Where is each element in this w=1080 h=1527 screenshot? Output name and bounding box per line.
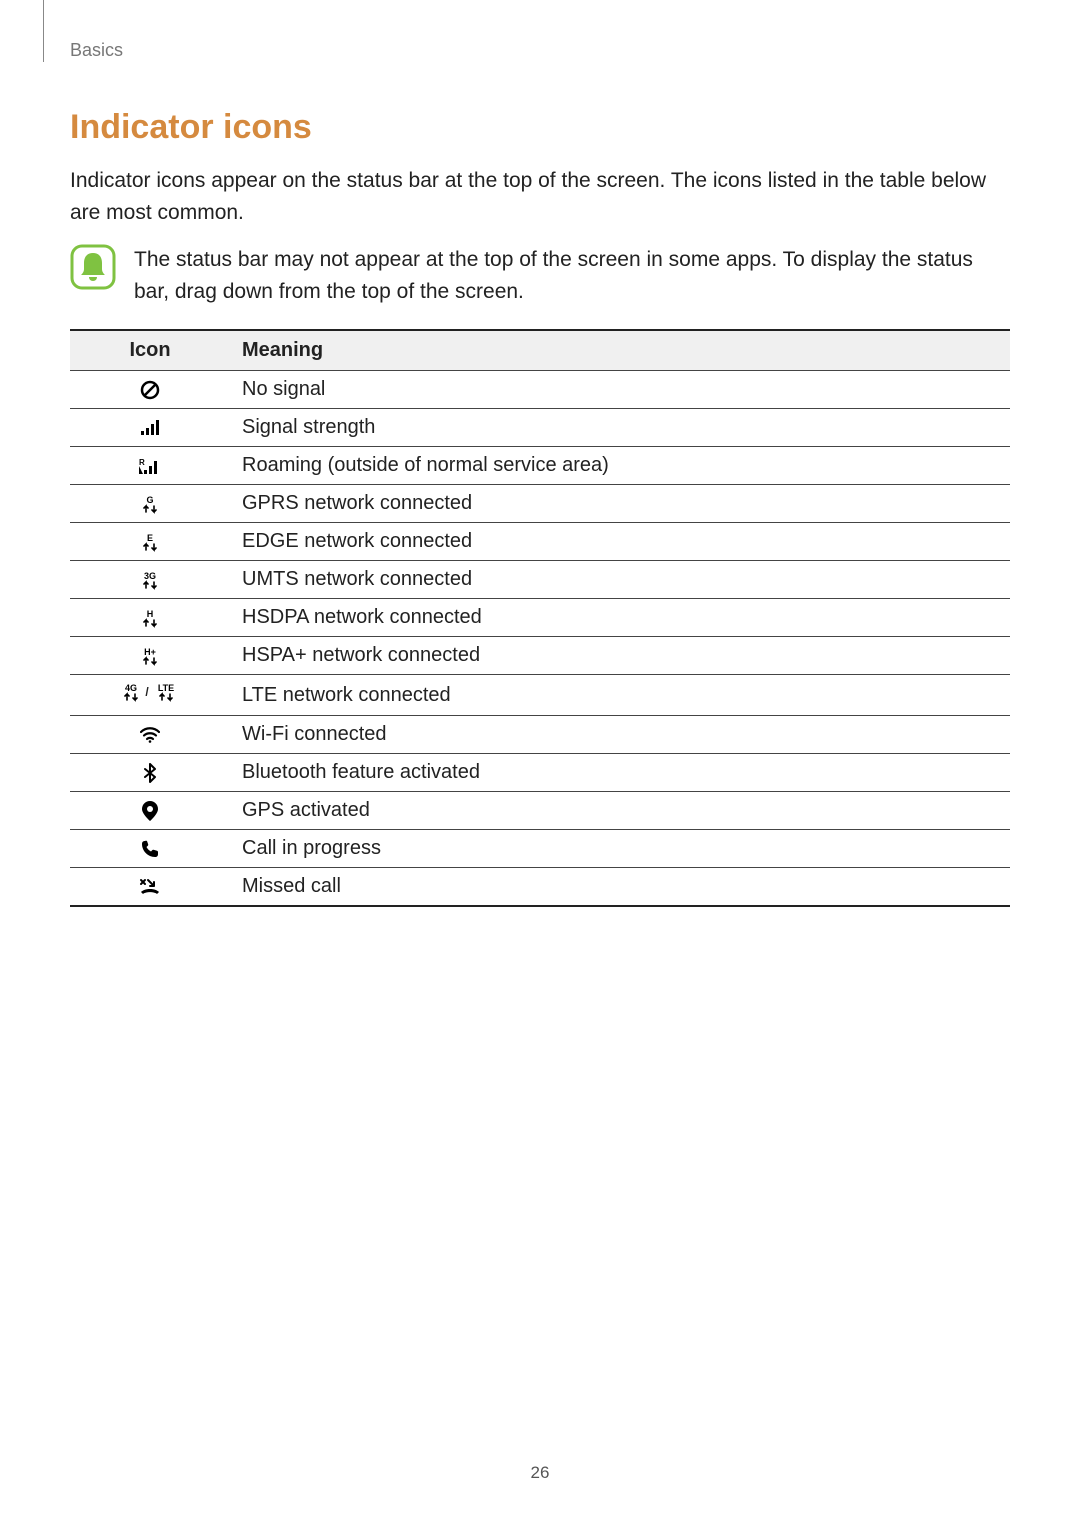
icon-meaning: HSDPA network connected [230,599,1010,637]
gps-icon [70,792,230,830]
lte-icon: 4G / LTE [70,675,230,716]
svg-text:E: E [147,533,153,543]
bluetooth-icon [70,754,230,792]
note-block: The status bar may not appear at the top… [70,244,1010,307]
table-row: E EDGE network connected [70,523,1010,561]
icon-meaning: Wi-Fi connected [230,716,1010,754]
page-content: Indicator icons Indicator icons appear o… [70,108,1010,907]
table-row: H HSDPA network connected [70,599,1010,637]
icon-meaning: Call in progress [230,830,1010,868]
table-row: H+ HSPA+ network connected [70,637,1010,675]
svg-text:3G: 3G [144,571,156,581]
umts-icon: 3G [70,561,230,599]
icon-meaning: Roaming (outside of normal service area) [230,447,1010,485]
svg-text:H: H [147,609,154,619]
col-header-meaning: Meaning [230,330,1010,371]
svg-text:LTE: LTE [158,683,174,693]
icon-meaning: Missed call [230,868,1010,907]
note-text: The status bar may not appear at the top… [134,244,1010,307]
icon-meaning: Bluetooth feature activated [230,754,1010,792]
call-icon [70,830,230,868]
table-row: Bluetooth feature activated [70,754,1010,792]
note-bell-icon [70,244,116,290]
wifi-icon [70,716,230,754]
missed-call-icon [70,868,230,907]
icon-meaning: No signal [230,371,1010,409]
table-row: 4G / LTELTE network connected [70,675,1010,716]
svg-text:G: G [146,495,153,505]
svg-text:4G: 4G [125,683,137,693]
table-header-row: Icon Meaning [70,330,1010,371]
manual-page: Basics Indicator icons Indicator icons a… [0,0,1080,1527]
signal-icon [70,409,230,447]
icon-meaning: GPS activated [230,792,1010,830]
table-row: R Roaming (outside of normal service area… [70,447,1010,485]
no-signal-icon [70,371,230,409]
gprs-icon: G [70,485,230,523]
intro-paragraph: Indicator icons appear on the status bar… [70,165,1010,228]
table-row: No signal [70,371,1010,409]
side-tab-rule [43,0,44,62]
table-row: G GPRS network connected [70,485,1010,523]
edge-icon: E [70,523,230,561]
indicator-icons-table: Icon Meaning No signalSignal strength R Ro… [70,329,1010,907]
icon-meaning: LTE network connected [230,675,1010,716]
table-row: Wi-Fi connected [70,716,1010,754]
section-title: Indicator icons [70,108,1010,147]
table-row: 3G UMTS network connected [70,561,1010,599]
hsdpa-icon: H [70,599,230,637]
svg-text:R: R [139,458,145,467]
breadcrumb: Basics [70,40,123,61]
col-header-icon: Icon [70,330,230,371]
table-row: Signal strength [70,409,1010,447]
icon-meaning: UMTS network connected [230,561,1010,599]
icon-meaning: Signal strength [230,409,1010,447]
page-number: 26 [0,1463,1080,1483]
hspa-plus-icon: H+ [70,637,230,675]
icon-meaning: GPRS network connected [230,485,1010,523]
icon-meaning: HSPA+ network connected [230,637,1010,675]
svg-text:H+: H+ [144,647,156,657]
table-row: GPS activated [70,792,1010,830]
roaming-icon: R [70,447,230,485]
icon-meaning: EDGE network connected [230,523,1010,561]
table-row: Call in progress [70,830,1010,868]
table-row: Missed call [70,868,1010,907]
